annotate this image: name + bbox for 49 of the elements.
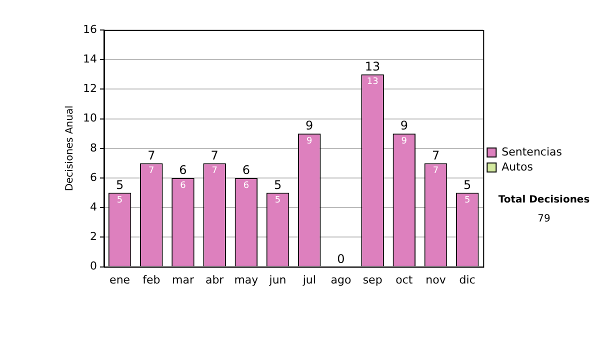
- x-tick-label: abr: [205, 273, 224, 286]
- total-label: 5: [116, 178, 124, 192]
- total-label: 7: [148, 148, 156, 162]
- x-tick-label: feb: [142, 273, 160, 286]
- x-tick-label: ene: [110, 273, 130, 286]
- total-label: 0: [337, 252, 345, 266]
- x-tick-label: sep: [362, 273, 382, 286]
- data-label: 6: [243, 180, 250, 191]
- x-tick-label: may: [234, 273, 259, 286]
- x-tick-label: jul: [302, 273, 316, 286]
- data-label: 7: [212, 166, 218, 176]
- x-tick-label: nov: [426, 273, 446, 286]
- total-label: 5: [464, 178, 472, 192]
- x-tick-label: dic: [459, 273, 476, 286]
- data-label: 5: [464, 196, 470, 206]
- y-tick-label: 10: [82, 112, 97, 125]
- data-label: 7: [148, 166, 154, 176]
- data-label: 6: [180, 180, 186, 191]
- total-label: 6: [242, 163, 250, 178]
- data-label: 5: [274, 196, 281, 206]
- x-tick-label: ago: [330, 273, 352, 286]
- y-tick-label: 0: [90, 260, 97, 273]
- y-tick-label: 4: [90, 200, 97, 214]
- y-axis-title: Decisiones Anual: [64, 106, 76, 192]
- y-tick-label: 2: [90, 230, 97, 244]
- legend-label: Autos: [502, 160, 534, 174]
- data-label: 9: [401, 136, 408, 146]
- x-tick-label: jun: [268, 273, 286, 286]
- y-tick-label: 16: [82, 22, 97, 36]
- y-tick-label: 8: [90, 141, 97, 154]
- total-label: 7: [210, 148, 218, 162]
- text: Total Decisiones: [498, 194, 590, 206]
- x-tick-label: oct: [396, 273, 414, 286]
- data-label: 7: [432, 166, 439, 176]
- y-tick-label: 14: [82, 52, 97, 66]
- data-label: 5: [116, 196, 123, 206]
- total-label: 6: [179, 163, 187, 178]
- data-label: 13: [366, 77, 378, 88]
- total-label: 9: [306, 118, 314, 133]
- total-label: 9: [400, 118, 408, 133]
- y-tick-label: 6: [90, 170, 97, 184]
- legend-label: Sentencias: [502, 145, 562, 158]
- total-label: 7: [432, 148, 440, 162]
- total-label: 13: [364, 60, 380, 74]
- x-tick-label: mar: [172, 273, 194, 286]
- data-label: 9: [306, 136, 313, 146]
- text: 79: [538, 214, 550, 225]
- total-label: 5: [274, 178, 282, 192]
- y-tick-label: 12: [82, 82, 97, 96]
